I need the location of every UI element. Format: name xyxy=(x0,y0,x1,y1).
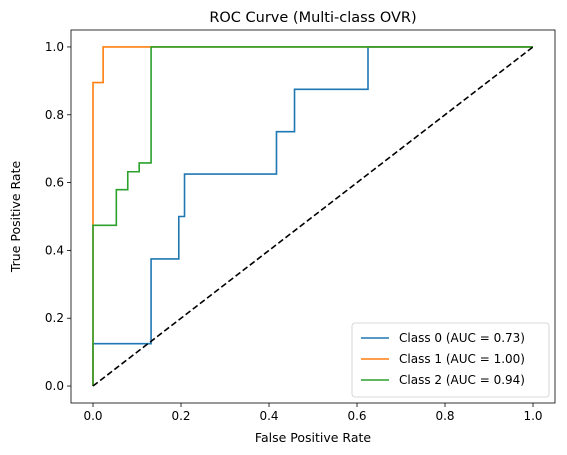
plot-area xyxy=(92,46,534,387)
axes-frame xyxy=(70,29,556,404)
axis-ticks: 0.0 0.2 0.4 0.6 0.8 1.0 0.0 0.2 0.4 0.6 0.8 1.0 xyxy=(45,40,543,423)
legend-box xyxy=(351,322,550,398)
y-tick-label: 0.6 xyxy=(45,176,64,190)
y-tick-label: 0.4 xyxy=(45,243,64,257)
x-tick-label: 0.6 xyxy=(347,409,366,423)
x-tick-label: 0.8 xyxy=(435,409,454,423)
x-tick-label: 0.2 xyxy=(171,409,190,423)
y-tick-label: 0.0 xyxy=(45,379,64,393)
reference-diagonal-line xyxy=(92,46,534,387)
x-tick-label: 1.0 xyxy=(523,409,542,423)
y-tick-label: 0.2 xyxy=(45,311,64,325)
x-tick-label: 0.4 xyxy=(259,409,278,423)
chart-title: ROC Curve (Multi-class OVR) xyxy=(209,10,416,26)
y-tick-label: 1.0 xyxy=(45,40,64,54)
legend: Class 0 (AUC = 0.73) Class 1 (AUC = 1.00)… xyxy=(351,322,550,398)
legend-entry-class-2: Class 2 (AUC = 0.94) xyxy=(399,373,525,387)
x-tick-label: 0.0 xyxy=(83,409,102,423)
y-tick-label: 0.8 xyxy=(45,108,64,122)
legend-entry-class-1: Class 1 (AUC = 1.00) xyxy=(399,352,525,366)
series-line-class-0 xyxy=(92,46,533,387)
y-axis-label: True Positive Rate xyxy=(8,161,23,274)
legend-entry-class-0: Class 0 (AUC = 0.73) xyxy=(399,331,525,345)
x-axis-label: False Positive Rate xyxy=(255,430,371,445)
series-line-class-2 xyxy=(92,46,533,387)
